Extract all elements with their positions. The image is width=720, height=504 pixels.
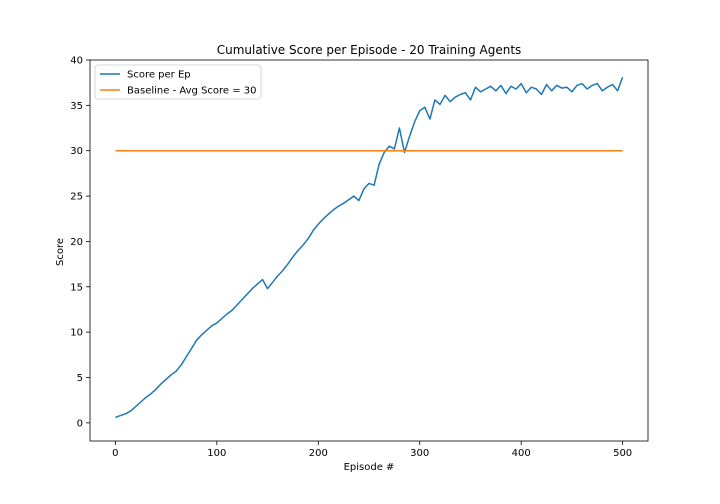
x-tick-label: 0 [112,448,118,459]
plot-area [89,59,649,442]
y-tick-label: 30 [70,146,83,157]
legend-label-0: Score per Ep [127,70,191,81]
y-tick-label: 5 [77,373,83,384]
y-axis: 0 5 10 15 20 25 30 35 40 [70,56,90,429]
y-tick-label: 25 [70,192,83,203]
y-tick-label: 20 [70,237,83,248]
x-tick-label: 300 [410,448,429,459]
x-axis-label: Episode # [344,462,395,473]
y-tick-label: 40 [70,56,83,67]
x-tick-label: 400 [512,448,531,459]
legend: Score per Ep Baseline - Avg Score = 30 [94,64,262,100]
y-tick-label: 10 [70,328,83,339]
x-axis: 0 100 200 300 400 500 [112,441,632,459]
y-axis-label: Score [55,238,66,266]
x-tick-label: 100 [207,448,226,459]
legend-box [94,64,262,100]
x-tick-label: 200 [309,448,328,459]
x-tick-label: 500 [613,448,632,459]
chart-title: Cumulative Score per Episode - 20 Traini… [217,43,522,57]
y-tick-label: 15 [70,282,83,293]
legend-label-1: Baseline - Avg Score = 30 [127,86,257,97]
y-tick-label: 35 [70,101,83,112]
plot-frame [89,59,649,442]
y-tick-label: 0 [77,418,83,429]
series-line-0 [115,76,624,419]
